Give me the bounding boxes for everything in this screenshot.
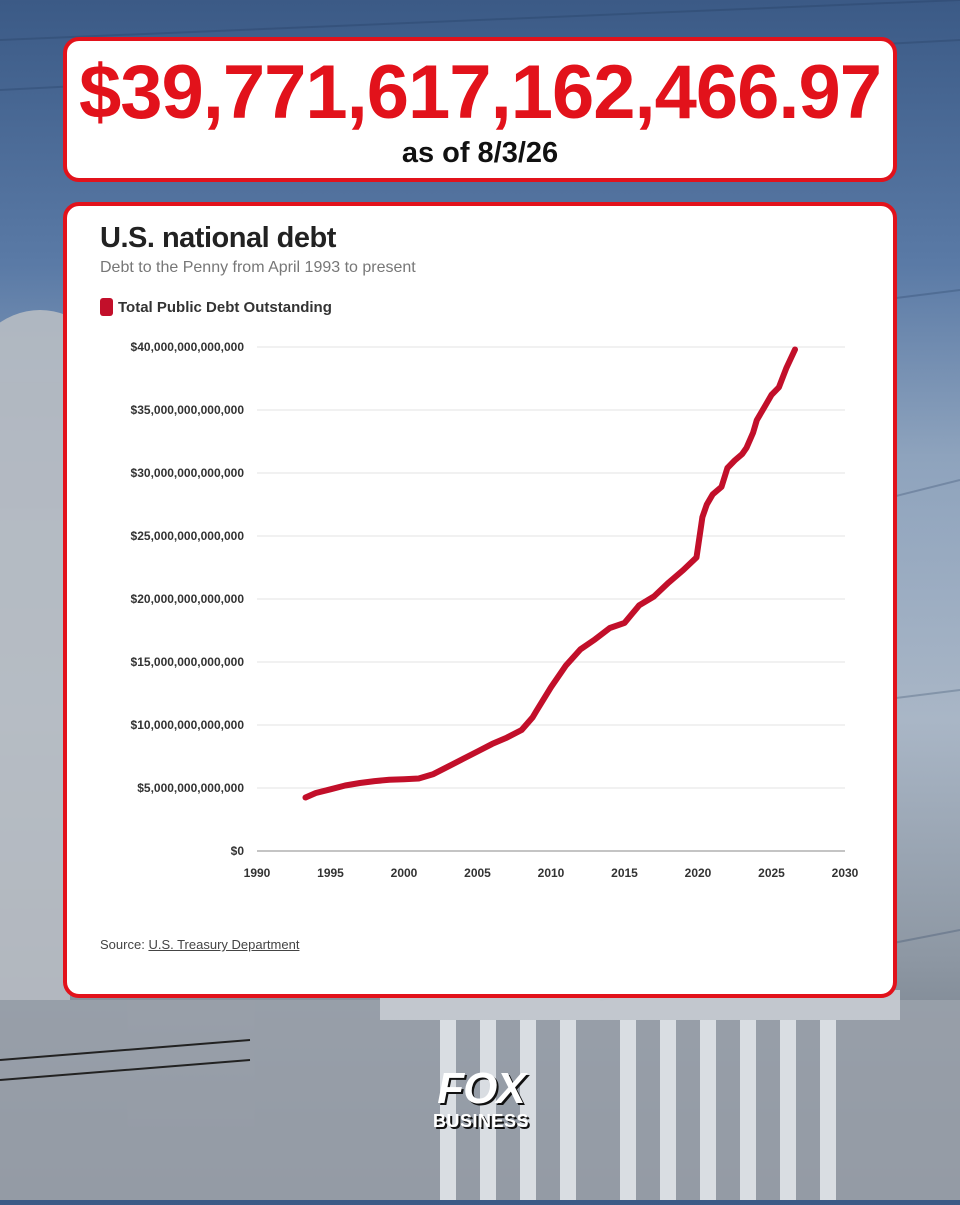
y-tick-label: $35,000,000,000,000: [131, 403, 245, 417]
x-tick-label: 2010: [538, 866, 565, 880]
y-tick-label: $15,000,000,000,000: [131, 655, 245, 669]
logo-fox-text: FOX: [437, 1064, 525, 1113]
debt-amount: $39,771,617,162,466.97: [78, 50, 882, 135]
legend-swatch: [100, 298, 113, 316]
line-chart: $0 $5,000,000,000,000 $10,000,000,000,000 $…: [131, 340, 859, 880]
x-tick-label: 2000: [391, 866, 418, 880]
y-tick-label: $10,000,000,000,000: [131, 718, 245, 732]
source-link[interactable]: U.S. Treasury Department: [148, 937, 300, 952]
y-tick-label: $20,000,000,000,000: [131, 592, 245, 606]
series-line-total-public-debt: [302, 346, 798, 801]
logo-business-text: BUSINESS: [432, 1111, 530, 1131]
fox-business-logo: FOX BUSINESS: [419, 1064, 543, 1131]
source-note: Source: U.S. Treasury Department: [100, 937, 299, 952]
y-tick-label: $0: [231, 844, 245, 858]
chart-legend: Total Public Debt Outstanding: [100, 298, 332, 316]
x-tick-label: 1995: [317, 866, 344, 880]
chart-title: U.S. national debt: [100, 222, 336, 254]
x-tick-label: 2025: [758, 866, 785, 880]
x-tick-label: 1990: [244, 866, 271, 880]
source-prefix: Source:: [100, 937, 145, 952]
y-tick-label: $40,000,000,000,000: [131, 340, 245, 354]
y-tick-label: $30,000,000,000,000: [131, 466, 245, 480]
legend-label: Total Public Debt Outstanding: [118, 298, 332, 316]
chart-card: U.S. national debt Debt to the Penny fro…: [63, 202, 897, 998]
x-tick-label: 2005: [464, 866, 491, 880]
y-tick-label: $25,000,000,000,000: [131, 529, 245, 543]
x-tick-label: 2030: [832, 866, 859, 880]
debt-total-card: $39,771,617,162,466.97 as of 8/3/26: [63, 37, 897, 182]
x-tick-label: 2020: [685, 866, 712, 880]
chart-subtitle: Debt to the Penny from April 1993 to pre…: [100, 259, 416, 276]
debt-as-of-date: as of 8/3/26: [401, 137, 559, 169]
x-tick-label: 2015: [611, 866, 638, 880]
y-tick-label: $5,000,000,000,000: [137, 781, 244, 795]
